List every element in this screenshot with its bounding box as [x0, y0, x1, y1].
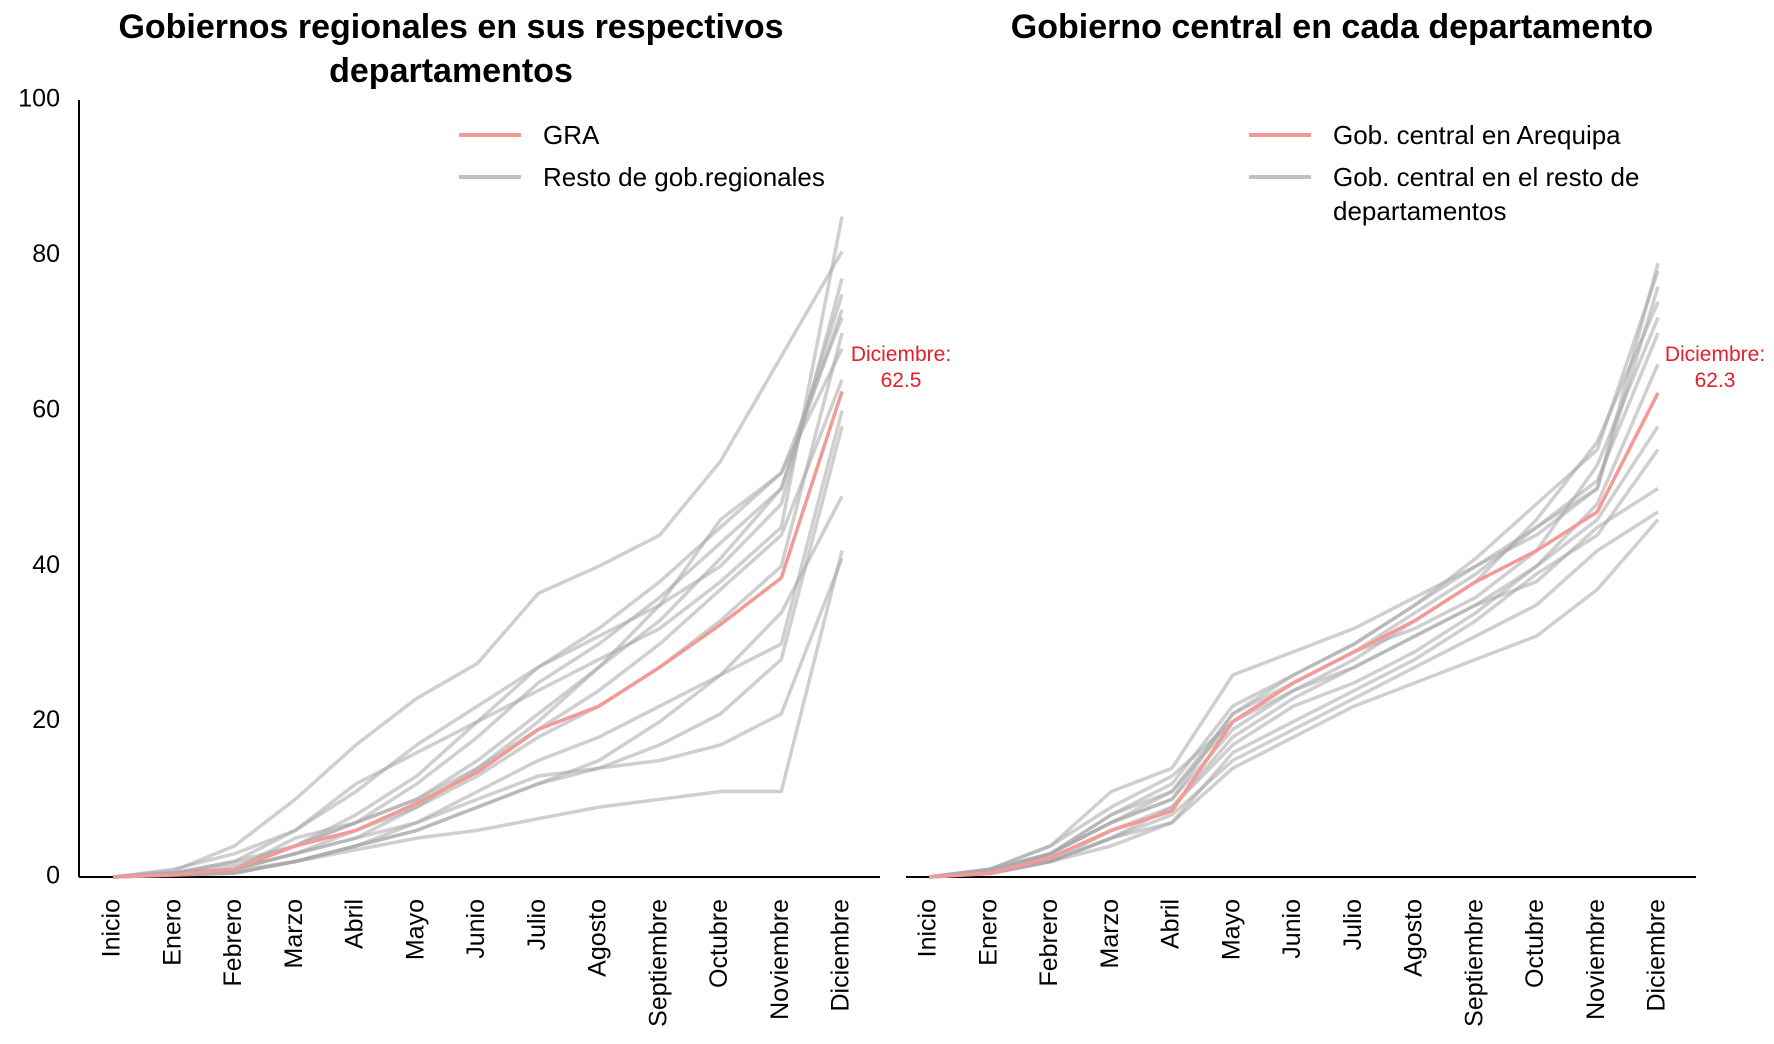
highlight-line	[928, 392, 1660, 879]
x-tick-label: Abril	[341, 899, 369, 949]
chart-title: Gobiernos regionales en sus respectivos …	[118, 8, 784, 90]
x-tick-label: Abril	[1157, 899, 1185, 949]
y-tick-label: 80	[32, 240, 60, 268]
x-tick-label: Mayo	[1217, 899, 1245, 960]
x-tick-label: Septiembre	[1460, 899, 1488, 1027]
x-tick-label: Febrero	[1035, 899, 1063, 987]
legend-swatch	[459, 133, 521, 137]
x-tick-label: Marzo	[1096, 899, 1124, 968]
series-line	[112, 495, 844, 879]
series-line	[928, 510, 1659, 879]
series-line	[928, 448, 1660, 879]
y-tick-label: 0	[46, 862, 60, 890]
x-tick-label: Julio	[1339, 899, 1367, 950]
y-tick-label: 40	[32, 551, 60, 579]
y-tick-label: 20	[32, 706, 60, 734]
series-line	[928, 363, 1660, 879]
x-tick-label: Diciembre	[827, 899, 855, 1012]
highlight-line	[112, 390, 844, 879]
legend-swatch	[459, 175, 521, 179]
chart-title: Gobierno central en cada departamento	[1010, 8, 1654, 46]
x-tick-label: Agosto	[1400, 899, 1428, 977]
series-line	[928, 332, 1660, 879]
x-tick-label: Octubre	[1521, 899, 1549, 988]
x-tick-label: Enero	[158, 899, 186, 966]
y-tick-label: 60	[32, 395, 60, 423]
x-tick-label: Inicio	[914, 899, 942, 957]
series-line	[112, 309, 844, 879]
x-tick-label: Julio	[523, 899, 551, 950]
series-line	[928, 301, 1660, 879]
annotation: Diciembre: 62.5	[850, 343, 952, 392]
x-tick-label: Noviembre	[1582, 899, 1610, 1020]
x-tick-label: Febrero	[219, 899, 247, 987]
x-tick-label: Inicio	[98, 899, 126, 957]
annotation: Diciembre: 62.3	[1664, 343, 1766, 392]
series-line	[112, 278, 844, 879]
legend-item: Gob. central en el resto de departamento…	[1249, 160, 1703, 228]
x-tick-label: Enero	[974, 899, 1002, 966]
x-tick-label: Marzo	[280, 899, 308, 968]
x-tick-label: Mayo	[401, 899, 429, 960]
legend: GRA Resto de gob.regionales	[459, 118, 913, 202]
legend-swatch	[1249, 133, 1311, 137]
series-line	[112, 332, 844, 879]
series-line	[928, 270, 1660, 879]
legend-swatch	[1249, 175, 1311, 179]
legend-label: Gob. central en el resto de departamento…	[1333, 162, 1640, 226]
legend-label: Resto de gob.regionales	[543, 162, 825, 192]
x-tick-label: Agosto	[584, 899, 612, 977]
y-tick-label: 100	[18, 85, 60, 113]
series-line	[112, 250, 844, 879]
x-tick-label: Junio	[462, 899, 490, 959]
x-tick-label: Junio	[1278, 899, 1306, 959]
series-line	[928, 285, 1660, 879]
legend-item: Resto de gob.regionales	[459, 160, 913, 194]
x-tick-label: Octubre	[705, 899, 733, 988]
legend-item: Gob. central en Arequipa	[1249, 118, 1703, 152]
legend: Gob. central en Arequipa Gob. central en …	[1249, 118, 1703, 236]
x-tick-label: Diciembre	[1643, 899, 1671, 1012]
series-line	[112, 550, 844, 879]
series-line	[928, 316, 1660, 879]
series-line	[112, 293, 844, 879]
legend-label: GRA	[543, 120, 600, 150]
series-line	[112, 379, 844, 879]
legend-label: Gob. central en Arequipa	[1333, 120, 1621, 150]
x-tick-label: Septiembre	[644, 899, 672, 1027]
x-tick-label: Noviembre	[766, 899, 794, 1020]
legend-item: GRA	[459, 118, 913, 152]
series-line	[112, 425, 844, 879]
